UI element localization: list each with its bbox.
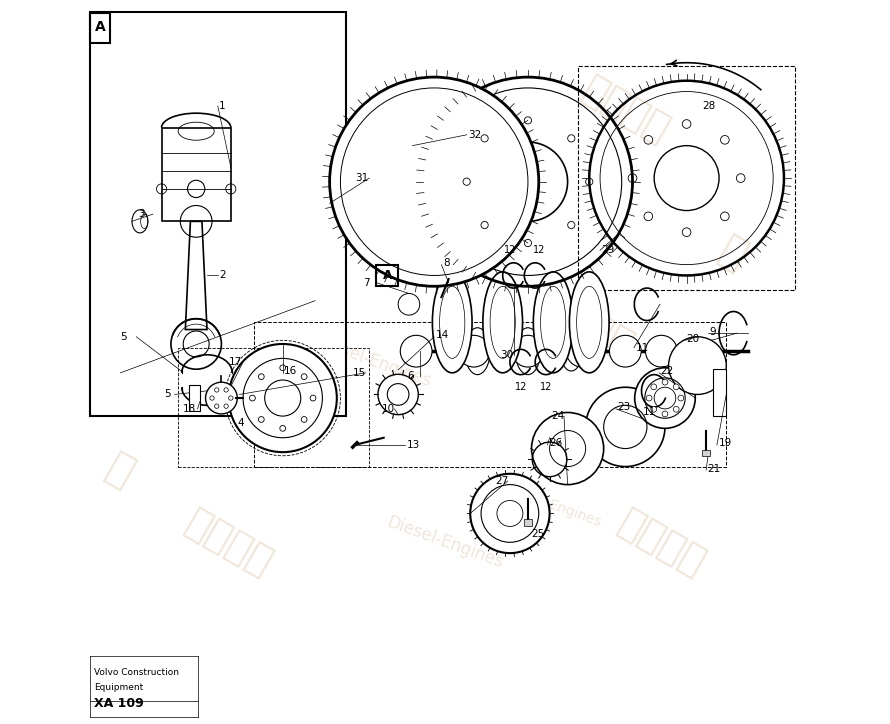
Text: 4: 4 — [238, 418, 244, 429]
Text: 1: 1 — [219, 101, 226, 111]
Text: 18: 18 — [183, 404, 197, 414]
Bar — [376, 265, 398, 286]
Bar — [523, 519, 532, 526]
Text: 2: 2 — [219, 271, 226, 280]
Bar — [216, 397, 226, 404]
Ellipse shape — [561, 332, 582, 371]
Text: XA 109: XA 109 — [93, 696, 143, 710]
Text: 5: 5 — [164, 390, 170, 400]
Text: 11: 11 — [635, 342, 649, 353]
Text: 12: 12 — [515, 382, 528, 392]
Circle shape — [678, 395, 684, 401]
Text: 8: 8 — [443, 258, 449, 268]
Text: Volvo Construction: Volvo Construction — [93, 668, 179, 677]
Text: Diesel-Engines: Diesel-Engines — [503, 482, 603, 530]
Text: 17: 17 — [229, 357, 242, 367]
Text: 19: 19 — [718, 439, 732, 448]
Text: 12: 12 — [540, 382, 553, 392]
Text: 13: 13 — [407, 440, 420, 450]
Text: 15: 15 — [352, 368, 366, 378]
Text: A: A — [383, 269, 392, 282]
Bar — [578, 67, 795, 290]
Text: Diesel-Engines: Diesel-Engines — [287, 194, 387, 242]
Text: 紫发动力: 紫发动力 — [611, 502, 711, 582]
Text: 3: 3 — [139, 209, 145, 219]
Bar — [162, 127, 231, 222]
Bar — [178, 348, 369, 466]
Ellipse shape — [483, 272, 522, 373]
Text: 27: 27 — [495, 476, 508, 486]
Bar — [713, 369, 726, 416]
Circle shape — [512, 335, 544, 367]
Text: 紫发动力: 紫发动力 — [142, 286, 243, 366]
Text: 12: 12 — [504, 245, 516, 256]
Circle shape — [646, 395, 652, 401]
Ellipse shape — [570, 272, 609, 373]
Text: 10: 10 — [382, 404, 394, 414]
Circle shape — [206, 382, 238, 414]
Text: 11: 11 — [643, 408, 656, 418]
Bar — [254, 322, 726, 466]
Circle shape — [610, 335, 641, 367]
Text: 7: 7 — [363, 278, 370, 287]
Bar — [702, 450, 709, 456]
Text: 6: 6 — [407, 371, 413, 382]
Text: 25: 25 — [530, 529, 544, 539]
Text: Equipment: Equipment — [93, 683, 143, 691]
Ellipse shape — [515, 328, 540, 374]
Text: 9: 9 — [709, 327, 716, 337]
Text: 紫发动力: 紫发动力 — [539, 286, 639, 366]
Circle shape — [645, 335, 677, 367]
Circle shape — [566, 335, 598, 367]
Text: 31: 31 — [355, 173, 368, 183]
Text: 24: 24 — [551, 411, 564, 421]
Circle shape — [651, 384, 657, 390]
Circle shape — [531, 413, 603, 484]
Circle shape — [400, 335, 432, 367]
Text: Diesel-Engines: Diesel-Engines — [420, 152, 542, 211]
Circle shape — [458, 335, 490, 367]
Circle shape — [470, 473, 550, 553]
Text: 12: 12 — [533, 245, 546, 256]
Text: 16: 16 — [284, 366, 297, 376]
Circle shape — [635, 368, 695, 429]
Text: 28: 28 — [702, 101, 716, 111]
Circle shape — [229, 344, 336, 452]
Text: 32: 32 — [468, 130, 481, 140]
Circle shape — [586, 387, 665, 466]
Bar — [90, 12, 346, 416]
Text: 紫发动力: 紫发动力 — [575, 70, 676, 149]
Circle shape — [662, 411, 668, 417]
Text: 21: 21 — [708, 464, 721, 473]
Bar — [90, 13, 110, 43]
Circle shape — [662, 379, 668, 385]
Text: 26: 26 — [549, 439, 562, 448]
Text: Diesel-Engines: Diesel-Engines — [312, 332, 433, 392]
Text: 20: 20 — [686, 334, 699, 344]
Text: 23: 23 — [618, 403, 631, 413]
Circle shape — [674, 384, 679, 390]
Text: 5: 5 — [120, 332, 127, 342]
Text: 14: 14 — [435, 330, 449, 340]
Ellipse shape — [132, 210, 148, 233]
Text: 紫发动力: 紫发动力 — [179, 502, 279, 582]
Ellipse shape — [465, 328, 490, 374]
Bar — [189, 385, 199, 411]
Text: 22: 22 — [660, 366, 674, 376]
Text: 紫发动力: 紫发动力 — [211, 103, 319, 189]
Ellipse shape — [533, 272, 573, 373]
Circle shape — [674, 406, 679, 412]
Ellipse shape — [433, 272, 472, 373]
Circle shape — [651, 406, 657, 412]
Text: Diesel-Engines: Diesel-Engines — [384, 513, 506, 572]
Text: 29: 29 — [602, 245, 615, 256]
Text: 力: 力 — [712, 230, 755, 278]
Text: 30: 30 — [500, 350, 514, 360]
Polygon shape — [185, 222, 207, 329]
Circle shape — [329, 77, 538, 286]
Text: 力: 力 — [99, 446, 142, 494]
Text: A: A — [95, 20, 106, 33]
Circle shape — [668, 337, 726, 395]
